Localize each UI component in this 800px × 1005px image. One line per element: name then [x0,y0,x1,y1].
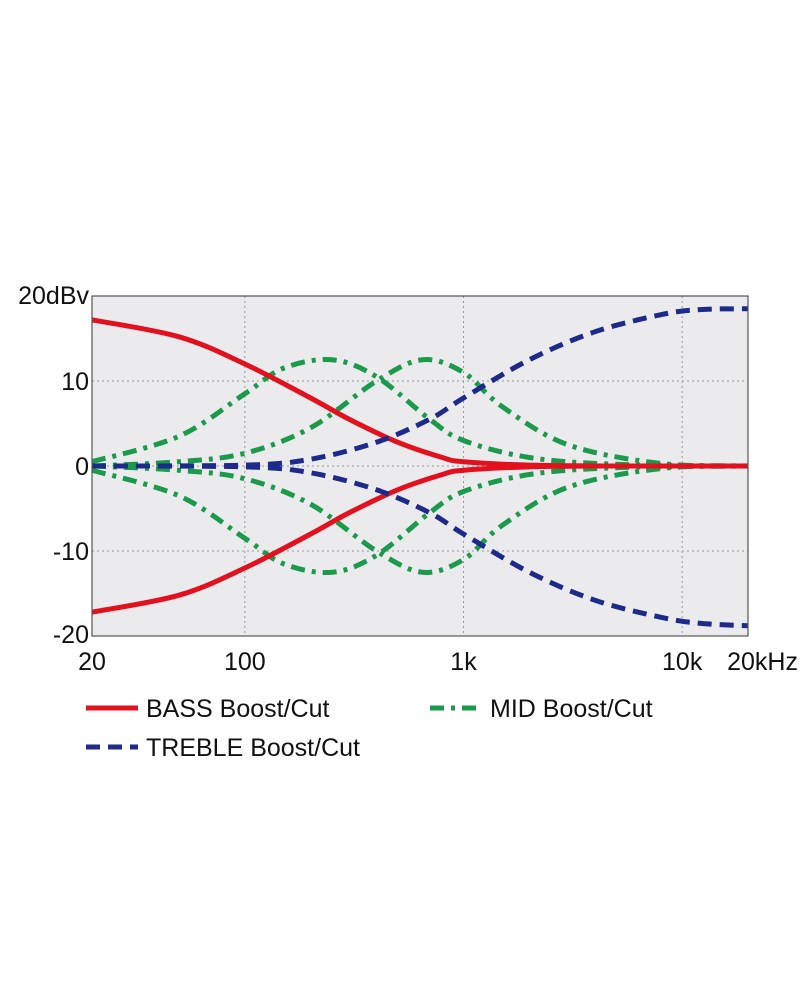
legend-label: MID Boost/Cut [490,695,653,723]
mid-boost-cut-curve [91,357,749,469]
y-tick-label: -20 [53,621,89,649]
x-tick-label: 100 [224,648,266,676]
legend-item-mid-boost-cut: MID Boost/Cut [430,695,653,723]
y-tick-label: 20dBv [18,282,89,310]
legend: BASS Boost/Cut MID Boost/Cut TREBLE Boost/… [86,695,653,762]
x-tick-label: 1k [450,648,477,676]
legend-label: TREBLE Boost/Cut [146,734,360,762]
treble-boost-cut-curve [91,463,749,629]
mid-boost-cut-curve [91,356,749,469]
x-tick-label: 10k [662,648,703,676]
legend-label: BASS Boost/Cut [146,695,329,723]
legend-item-bass-boost-cut: BASS Boost/Cut [86,695,329,723]
x-tick-label: 20kHz [727,648,798,676]
y-tick-label: 10 [61,368,89,396]
series-lines [91,306,749,629]
plot-frame [91,295,749,637]
mid-boost-cut-curve [91,463,749,576]
y-tick-label: -10 [53,538,89,566]
treble-boost-cut-curve [91,306,749,469]
y-tick-label: 0 [75,453,89,481]
mid-boost-cut-curve [91,463,749,575]
bass-boost-cut-curve [91,463,749,615]
legend-item-treble-boost-cut: TREBLE Boost/Cut [86,734,360,762]
x-tick-label: 20 [78,648,106,676]
